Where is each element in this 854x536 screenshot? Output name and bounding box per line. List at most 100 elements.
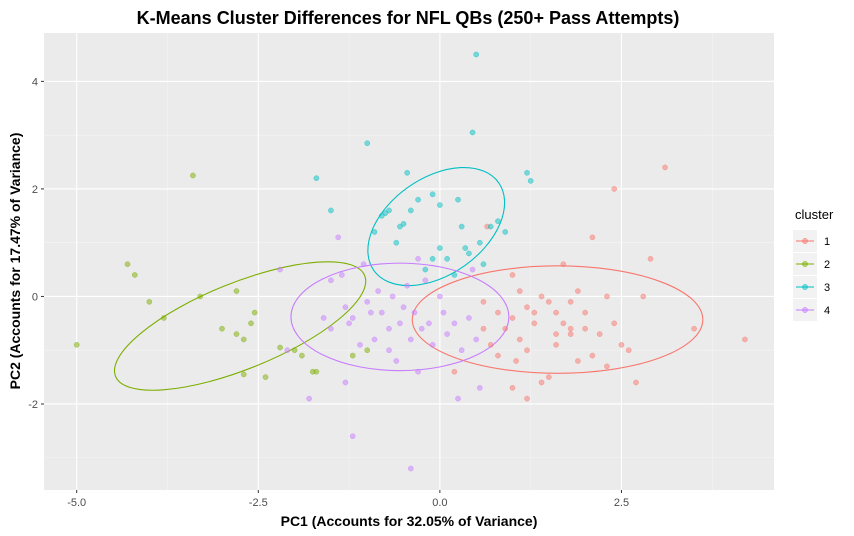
cluster-4-point: [466, 315, 472, 321]
cluster-2-point: [240, 336, 247, 343]
cluster-4-point: [440, 309, 447, 316]
legend-key-point: [802, 284, 808, 290]
cluster-2-point: [299, 352, 305, 359]
cluster-2-point: [146, 298, 153, 305]
cluster-4-point: [418, 325, 425, 332]
cluster-1-point: [480, 298, 487, 305]
cluster-4-point: [407, 465, 414, 472]
legend-key-point: [802, 261, 808, 267]
cluster-1-point: [509, 384, 516, 391]
cluster-4-point: [357, 341, 363, 348]
cluster-3-point: [393, 239, 400, 246]
cluster-1-point: [509, 315, 516, 321]
cluster-4-point: [284, 347, 291, 354]
cluster-ellipses: [113, 166, 704, 391]
cluster-1-point: [553, 331, 559, 337]
cluster-2-point: [124, 261, 131, 268]
cluster-1-point: [575, 358, 581, 364]
cluster-3-point: [444, 255, 450, 262]
cluster-4-point: [364, 298, 371, 305]
x-tick-label: 2.5: [614, 497, 629, 509]
cluster-4-point: [458, 347, 465, 354]
cluster-3-point: [437, 245, 443, 251]
cluster-1-point: [604, 293, 610, 300]
cluster-4-point: [346, 320, 352, 327]
cluster-1-point: [691, 325, 697, 332]
y-axis-title: PC2 (Accounts for 17.47% of Variance): [7, 133, 23, 390]
cluster-4-point: [422, 277, 429, 284]
cluster-1-point: [516, 336, 523, 343]
cluster-3-point: [458, 223, 465, 230]
cluster-2-point: [240, 371, 247, 378]
cluster-4-point: [349, 315, 356, 321]
cluster-4-point: [371, 336, 378, 343]
cluster-3-point: [495, 218, 501, 225]
cluster-4-point: [400, 304, 407, 311]
cluster-2-point: [233, 331, 240, 337]
cluster-1-point: [589, 234, 596, 241]
cluster-4-point: [328, 325, 334, 332]
cluster-1-point: [589, 352, 596, 359]
cluster-3-point: [429, 255, 436, 262]
cluster-ellipse-2: [113, 261, 367, 391]
cluster-1-point: [611, 186, 618, 192]
cluster-4-point: [342, 304, 349, 311]
cluster-3-point: [524, 169, 530, 176]
cluster-1-point: [596, 331, 603, 337]
legend-label: 3: [824, 282, 830, 294]
cluster-1-point: [575, 288, 581, 294]
cluster-4-point: [342, 379, 349, 386]
cluster-1-point: [553, 309, 559, 316]
x-tick-label: 0.0: [432, 497, 447, 509]
cluster-1-point: [495, 352, 501, 359]
legend-label: 4: [824, 305, 830, 317]
cluster-2-point: [262, 374, 269, 380]
cluster-1-point: [516, 288, 523, 294]
cluster-1-point: [487, 341, 494, 348]
cluster-2-point: [161, 315, 167, 321]
legend-key-point: [802, 238, 808, 244]
cluster-4-point: [386, 325, 392, 332]
x-tick-label: -2.5: [249, 497, 268, 509]
cluster-4-point: [306, 395, 312, 402]
cluster-1-point: [582, 309, 588, 316]
legend-label: 2: [824, 259, 830, 271]
cluster-2-point: [277, 344, 283, 351]
cluster-4-point: [415, 255, 421, 262]
legend-title: cluster: [795, 207, 834, 222]
cluster-4-point: [426, 320, 432, 327]
cluster-1-point: [509, 272, 516, 278]
cluster-3-point: [313, 175, 320, 182]
cluster-1-point: [567, 298, 574, 305]
cluster-1-point: [545, 374, 552, 380]
cluster-4-point: [328, 277, 334, 284]
cluster-1-point: [640, 293, 647, 300]
cluster-3-point: [422, 266, 429, 273]
cluster-3-point: [487, 223, 494, 230]
cluster-1-point: [611, 320, 618, 327]
cluster-1-point: [618, 341, 625, 348]
plot-panel: [44, 33, 774, 490]
cluster-2-point: [190, 172, 196, 179]
cluster-4-point: [476, 384, 483, 391]
legend-label: 1: [824, 236, 830, 248]
cluster-4-point: [407, 336, 414, 343]
cluster-4-point: [338, 272, 345, 278]
cluster-ellipse-1: [411, 265, 704, 374]
cluster-3-point: [451, 272, 458, 278]
cluster-4-point: [386, 347, 392, 354]
cluster-3-point: [407, 207, 414, 214]
cluster-1-point: [604, 363, 610, 370]
cluster-1-point: [567, 325, 574, 332]
cluster-4-point: [277, 266, 283, 273]
cluster-4-point: [360, 261, 367, 268]
cluster-4-point: [378, 309, 385, 316]
cluster-4-point: [429, 341, 436, 348]
cluster-3-point: [466, 250, 472, 257]
cluster-4-point: [320, 315, 327, 321]
cluster-3-point: [502, 229, 509, 235]
cluster-1-point: [647, 255, 654, 262]
cluster-4-point: [368, 309, 374, 316]
cluster-2-point: [248, 320, 254, 327]
cluster-3-point: [404, 169, 411, 176]
